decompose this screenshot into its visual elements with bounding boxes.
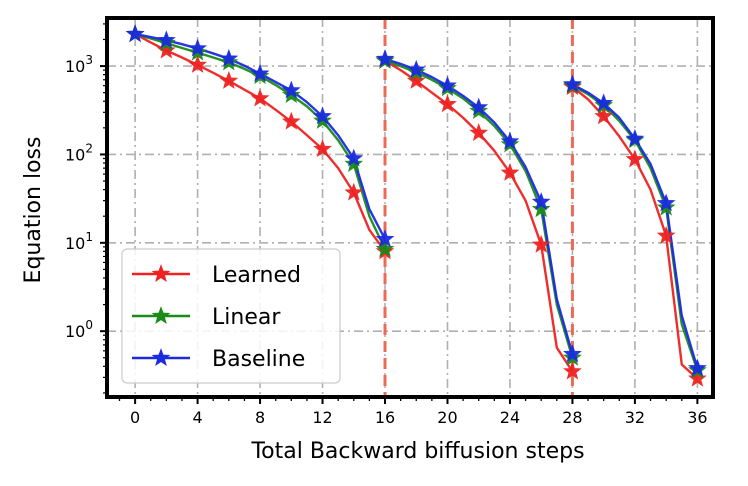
data-point-baseline xyxy=(313,106,332,125)
legend: Learned Linear Baseline xyxy=(121,248,341,384)
data-point-learned xyxy=(594,106,614,125)
data-point-linear xyxy=(375,239,395,258)
x-tick-label: 4 xyxy=(192,408,202,427)
data-point-learned xyxy=(219,71,239,89)
data-point-linear xyxy=(531,199,551,218)
data-point-learned xyxy=(313,139,332,158)
x-tick-label: 28 xyxy=(562,408,582,427)
data-point-baseline xyxy=(469,97,489,116)
x-tick-label: 8 xyxy=(255,408,265,427)
data-point-baseline xyxy=(594,93,614,112)
data-point-learned xyxy=(438,94,457,113)
series-points xyxy=(125,24,707,387)
x-tick-label: 16 xyxy=(375,408,395,427)
data-point-learned xyxy=(531,234,551,253)
vertical-markers xyxy=(383,18,574,397)
data-point-baseline xyxy=(438,75,457,94)
legend-marker-baseline xyxy=(151,348,171,366)
data-point-baseline xyxy=(656,193,676,212)
x-tick-label: 36 xyxy=(687,408,707,427)
legend-label-learned: Learned xyxy=(212,263,301,288)
data-point-learned xyxy=(688,368,707,387)
y-tick-label: 101 xyxy=(65,230,93,253)
y-tick-label: 103 xyxy=(65,53,93,76)
x-tick-label: 24 xyxy=(500,408,520,427)
data-point-baseline xyxy=(531,192,551,210)
data-point-baseline xyxy=(375,229,395,248)
data-point-baseline xyxy=(375,49,395,68)
legend-box xyxy=(121,248,341,384)
data-point-baseline xyxy=(625,129,645,147)
data-point-learned xyxy=(188,55,207,73)
data-point-learned xyxy=(156,40,176,59)
data-point-learned xyxy=(563,361,582,380)
plot-frame xyxy=(105,16,715,399)
data-point-learned xyxy=(656,225,676,244)
data-point-baseline xyxy=(281,80,301,99)
data-point-baseline xyxy=(188,38,207,57)
legend-label-linear: Linear xyxy=(212,305,281,330)
x-axis-title: Total Backward biffusion steps xyxy=(250,439,584,464)
data-point-learned xyxy=(406,71,426,89)
data-point-learned xyxy=(500,162,520,181)
data-point-baseline xyxy=(219,48,239,67)
data-point-learned xyxy=(469,123,489,141)
data-point-baseline xyxy=(156,30,176,49)
data-point-baseline xyxy=(563,344,582,363)
data-point-baseline xyxy=(688,358,707,377)
data-point-baseline xyxy=(125,24,145,43)
data-point-baseline xyxy=(250,63,270,82)
data-point-learned xyxy=(281,111,301,130)
legend-marker-linear xyxy=(151,306,171,324)
legend-marker-learned xyxy=(151,264,171,282)
data-point-learned xyxy=(250,88,270,107)
legend-label-baseline: Baseline xyxy=(212,347,305,372)
data-point-baseline xyxy=(344,148,364,167)
data-point-learned xyxy=(625,149,645,168)
axis-tick-labels: 0 4 8 12 16 20 24 28 32 36 100 101 102 103 xyxy=(65,53,708,427)
data-point-baseline xyxy=(563,74,582,93)
data-point-linear xyxy=(344,154,364,172)
x-tick-label: 32 xyxy=(625,408,645,427)
x-tick-label: 20 xyxy=(437,408,457,427)
y-axis-title: Equation loss xyxy=(21,137,46,284)
y-tick-label: 100 xyxy=(65,318,93,341)
data-point-baseline xyxy=(406,59,426,78)
x-tick-label: 12 xyxy=(312,408,332,427)
data-point-learned xyxy=(344,182,364,201)
axis-ticks xyxy=(100,23,699,404)
y-tick-label: 102 xyxy=(65,141,93,164)
data-point-baseline xyxy=(500,131,520,150)
x-tick-label: 0 xyxy=(130,408,140,427)
